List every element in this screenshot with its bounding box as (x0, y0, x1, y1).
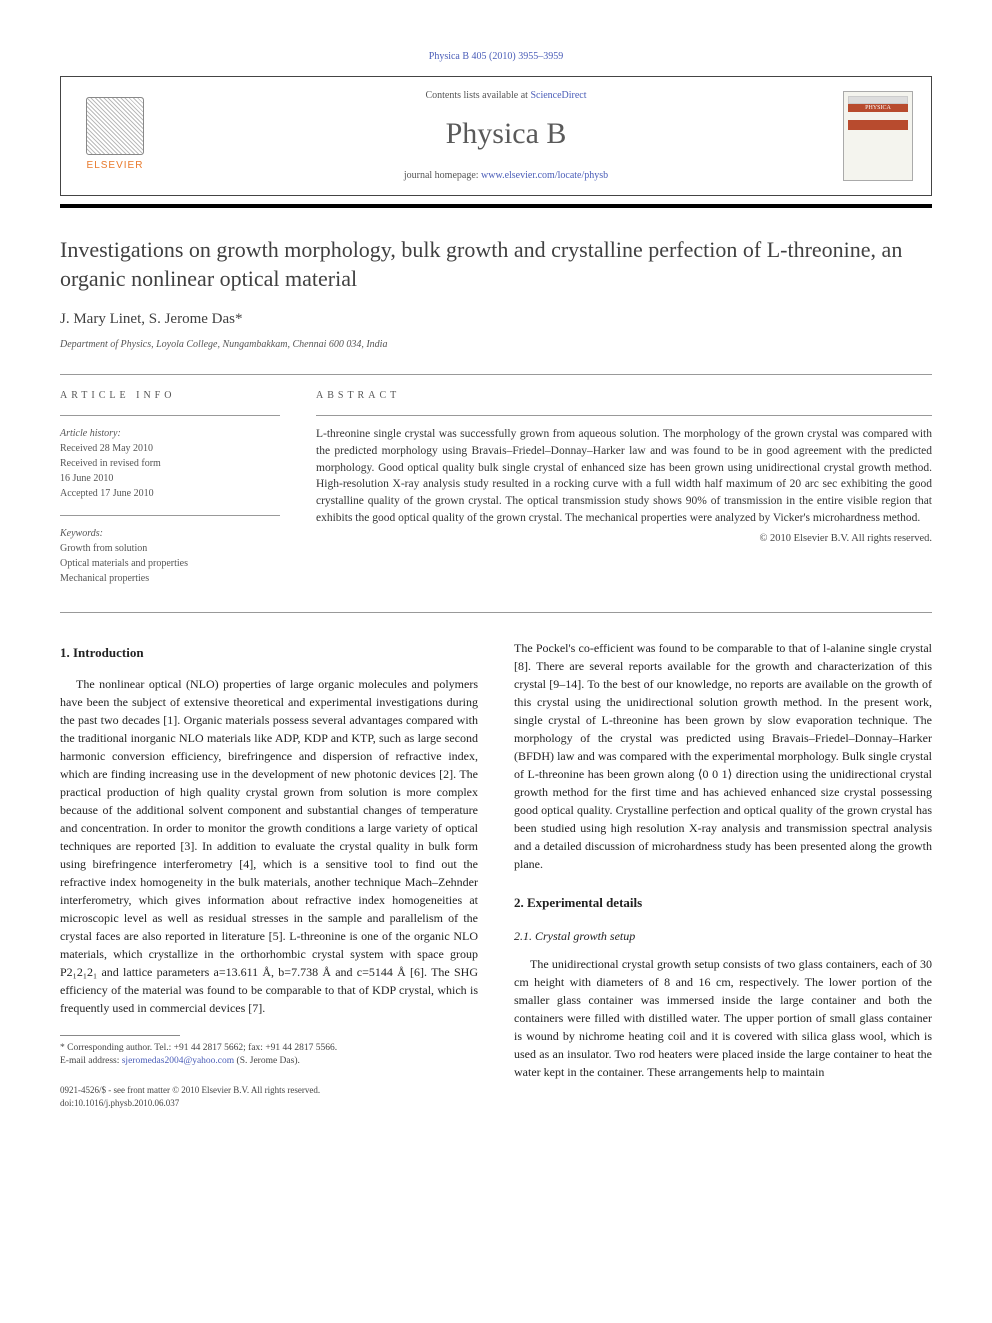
page-footer: 0921-4526/$ - see front matter © 2010 El… (60, 1084, 478, 1109)
paper-title: Investigations on growth morphology, bul… (60, 236, 932, 293)
history-line: Received 28 May 2010 (60, 441, 280, 456)
history-line: Accepted 17 June 2010 (60, 486, 280, 501)
journal-header-box: ELSEVIER Contents lists available at Sci… (60, 76, 932, 196)
footer-line1: 0921-4526/$ - see front matter © 2010 El… (60, 1084, 478, 1097)
cover-top-strip (848, 96, 908, 104)
citation-link[interactable]: Physica B 405 (2010) 3955–3959 (429, 51, 563, 62)
exp-paragraph: The unidirectional crystal growth setup … (514, 955, 932, 1081)
cover-bar (848, 120, 908, 130)
homepage-prefix: journal homepage: (404, 170, 481, 181)
email-label: E-mail address: (60, 1056, 122, 1066)
affiliation: Department of Physics, Loyola College, N… (60, 338, 932, 352)
sciencedirect-link[interactable]: ScienceDirect (530, 90, 586, 101)
keyword: Optical materials and properties (60, 556, 280, 571)
history-line: Received in revised form (60, 456, 280, 471)
history-line: 16 June 2010 (60, 471, 280, 486)
contents-prefix: Contents lists available at (425, 90, 530, 101)
article-info-label: ARTICLE INFO (60, 389, 280, 403)
corr-footnote: * Corresponding author. Tel.: +91 44 281… (60, 1042, 478, 1055)
header-rule (60, 204, 932, 208)
publisher-logo: ELSEVIER (79, 97, 151, 175)
elsevier-tree-icon (86, 97, 144, 155)
history-label: Article history: (60, 426, 280, 441)
exp-heading: 2. Experimental details (514, 893, 932, 913)
email-link[interactable]: sjeromedas2004@yahoo.com (122, 1056, 234, 1066)
homepage-link[interactable]: www.elsevier.com/locate/physb (481, 170, 608, 181)
abstract-copyright: © 2010 Elsevier B.V. All rights reserved… (316, 532, 932, 547)
footer-line2: doi:10.1016/j.physb.2010.06.037 (60, 1097, 478, 1110)
corr-star: * (235, 311, 243, 327)
meta-inner-rule2 (60, 515, 280, 516)
keywords-label: Keywords: (60, 526, 280, 541)
publisher-name: ELSEVIER (87, 159, 144, 173)
keyword: Growth from solution (60, 541, 280, 556)
journal-name: Physica B (169, 113, 843, 155)
footnote-rule (60, 1035, 180, 1036)
abs-inner-rule (316, 415, 932, 416)
cover-label: PHYSICA (848, 104, 908, 112)
authors: J. Mary Linet, S. Jerome Das* (60, 309, 932, 330)
author-names: J. Mary Linet, S. Jerome Das (60, 311, 235, 327)
keyword: Mechanical properties (60, 571, 280, 586)
exp-subheading: 2.1. Crystal growth setup (514, 927, 932, 945)
abstract-text: L-threonine single crystal was successfu… (316, 426, 932, 526)
journal-cover-thumb: PHYSICA (843, 91, 913, 181)
meta-inner-rule (60, 415, 280, 416)
intro-heading: 1. Introduction (60, 643, 478, 663)
meta-rule-bottom (60, 612, 932, 613)
email-suffix: (S. Jerome Das). (234, 1056, 300, 1066)
email-footnote: E-mail address: sjeromedas2004@yahoo.com… (60, 1055, 478, 1068)
homepage-line: journal homepage: www.elsevier.com/locat… (169, 169, 843, 183)
citation-header: Physica B 405 (2010) 3955–3959 (60, 50, 932, 64)
intro-paragraph-cont: The Pockel's co-efficient was found to b… (514, 639, 932, 873)
abstract-label: ABSTRACT (316, 389, 932, 403)
contents-line: Contents lists available at ScienceDirec… (169, 89, 843, 103)
intro-paragraph: The nonlinear optical (NLO) properties o… (60, 675, 478, 1017)
